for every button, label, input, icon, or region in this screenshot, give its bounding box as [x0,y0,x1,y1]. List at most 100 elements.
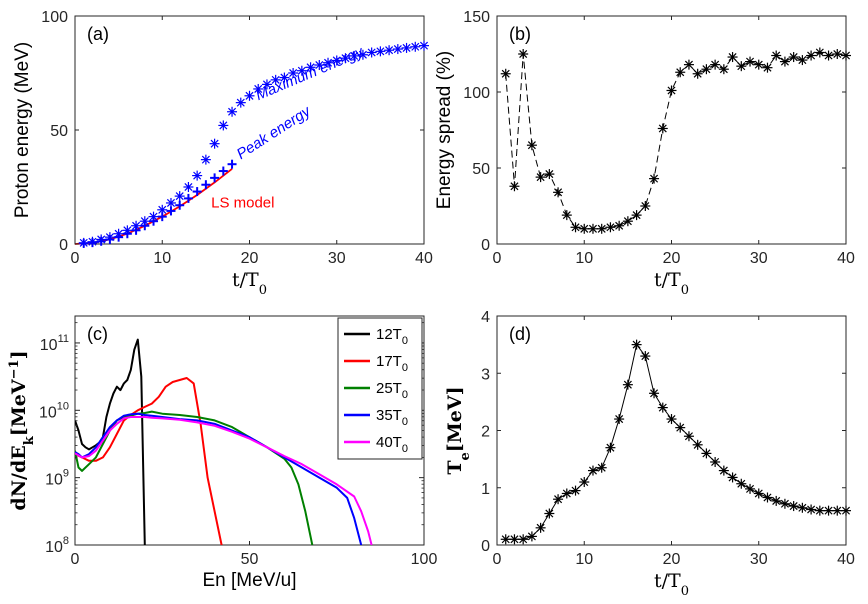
y-tick-label: 50 [472,161,490,178]
electron-temperature-point [753,488,764,499]
maximum-energy-point [279,72,290,83]
maximum-energy-point [244,90,255,101]
x-tick-label: 50 [241,551,259,568]
peak-energy-point [218,166,228,176]
y-tick-base: 10 [40,337,58,354]
maximum-energy-point [192,170,203,181]
y-tick-label: 2 [481,424,490,441]
maximum-energy-point [270,74,281,85]
electron-temperature-point [727,472,738,483]
y-axis-label: Proton energy (MeV) [12,42,33,218]
x-tick-label: 40 [837,551,855,568]
electron-temperature-point [596,462,607,473]
energy-spread-point [526,140,537,151]
electron-temperature-point [657,402,668,413]
peak-energy-point [175,200,185,210]
x-axis-label-sub: 0 [259,283,267,298]
panel-label: (a) [87,24,109,44]
electron-temperature-point [518,534,529,545]
energy-spread-point [509,181,520,192]
maximum-energy-point [331,55,342,66]
maximum-energy-point [131,220,142,231]
ls-model-label: LS model [211,195,274,212]
y-axis-label-ylabel: T [444,460,466,474]
legend-entry-sub: 0 [402,362,408,374]
peak-energy-point [201,180,211,190]
x-axis-label: t/T0 [654,269,689,298]
electron-temperature-point [666,414,677,425]
maximum-energy-point [314,60,325,71]
energy-spread-point [736,61,747,72]
y-tick-label: 0 [481,538,490,555]
electron-temperature-point [779,498,790,509]
energy-spread-point [535,172,546,183]
y-tick-label: 1 [481,481,490,498]
electron-temperature-point [806,504,817,515]
maximum-energy-point [78,237,89,248]
energy-spread-point [814,47,825,58]
maximum-energy-point [375,46,386,57]
y-tick-power: 11 [58,333,69,345]
maximum-energy-point [288,68,299,78]
energy-spread-point [788,52,799,63]
y-tick-label: 0 [481,237,490,254]
x-tick-label: 20 [663,551,681,568]
peak-energy-point [227,159,237,169]
peak-energy-point [183,193,193,203]
legend-entry-name: 17T [376,353,402,370]
legend-entry-sub: 0 [402,443,408,455]
maximum-energy-point [183,182,194,192]
spectrum-line-17T0 [75,377,223,545]
energy-spread-point [779,56,790,67]
maximum-energy-point [296,65,307,76]
axes-frame [74,15,425,245]
electron-temperature-point [762,492,773,503]
x-axis-label: t/T0 [654,570,689,599]
panel-label: (b) [509,24,531,44]
energy-spread-point [745,56,756,67]
y-axis-label-ylabel-sup: −1 [7,359,22,379]
energy-spread-point [841,50,851,61]
y-axis-label-ylabel-unit: [MeV] [444,386,466,452]
legend-entry-name: 25T [376,380,402,397]
panel-label: (c) [87,324,108,344]
maximum-energy-point [165,197,176,208]
spectrum-line-12T0 [75,338,146,545]
energy-spread-point [640,201,651,211]
y-tick-label: 4 [481,309,490,326]
y-axis-label: Te[MeV] [444,386,473,474]
energy-spread-point [570,222,581,233]
spectrum-line-40T0 [75,416,373,545]
maximum-energy-point [122,225,133,236]
energy-spread-point [771,50,782,61]
maximum-energy-point [366,47,377,58]
electron-temperature-point [683,431,694,442]
electron-temperature-point [605,442,616,453]
energy-spread-point [823,50,834,61]
electron-temperature-point [631,339,642,350]
legend-entry-name: 12T [376,326,402,343]
electron-temperature-point [622,379,633,390]
electron-temperature-point [841,505,851,516]
spectra-lines [75,338,373,545]
y-tick-base: 10 [39,404,57,421]
y-axis-label-ylabel-unit: [MeV [8,378,30,436]
energy-spread-point [649,173,660,184]
legend-entry: 12T0 [376,326,408,347]
energy-spread-point [701,64,712,75]
maximum-energy-point [113,228,124,239]
y-axis-label-ylabel-sub: k [22,435,37,445]
energy-spread-point [683,59,694,70]
maximum-energy-point [323,57,334,68]
energy-spread-point [806,50,817,61]
x-tick-label: 0 [493,551,502,568]
energy-spread-point [579,223,590,234]
y-tick-label: 100 [463,85,490,102]
x-tick-label: 0 [71,551,80,568]
x-tick-label: 100 [411,551,438,568]
y-tick-power: 9 [63,468,69,480]
